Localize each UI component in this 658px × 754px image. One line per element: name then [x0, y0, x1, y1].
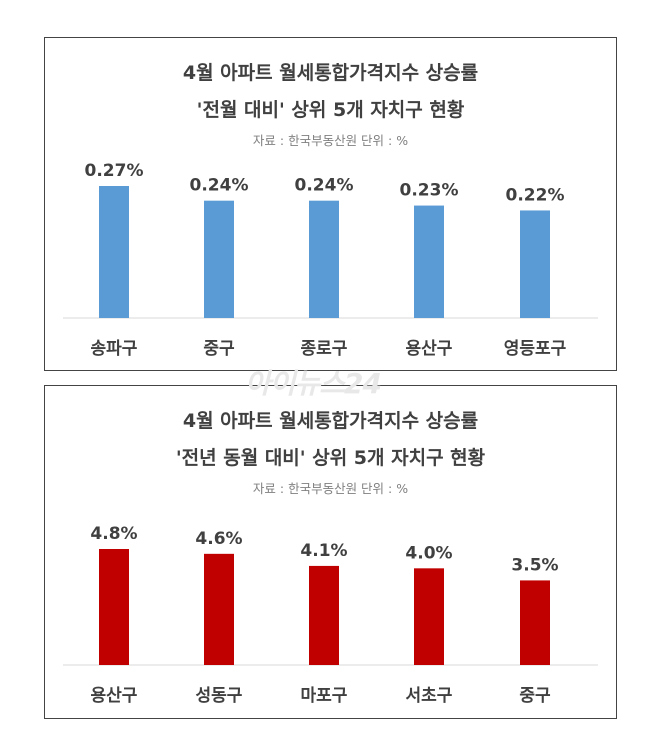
x-tick-label: 영등포구 — [504, 339, 567, 359]
x-tick-label: 중구 — [203, 339, 235, 359]
bar — [309, 200, 339, 318]
x-tick-label: 서초구 — [406, 686, 453, 706]
x-tick-label: 용산구 — [406, 339, 453, 359]
bar — [204, 200, 234, 318]
bar — [204, 553, 234, 665]
chart-source: 자료 : 한국부동산원 단위 : % — [252, 481, 409, 496]
data-label: 0.27% — [85, 161, 144, 181]
data-label: 0.22% — [506, 185, 565, 205]
bar — [99, 549, 129, 665]
data-label: 3.5% — [511, 555, 558, 575]
chart-panel-yearly: 4월 아파트 월세통합가격지수 상승률 '전년 동월 대비' 상위 5개 자치구… — [44, 385, 617, 719]
bar-chart-monthly: 0.27% 송파구 0.24% 중구 0.24% 종로구 0.23% 용산구 0.22% 영등포구 — [63, 161, 598, 359]
data-label: 4.1% — [300, 541, 347, 561]
bar — [520, 210, 550, 318]
chart-source: 자료 : 한국부동산원 단위 : % — [252, 133, 409, 148]
x-tick-label: 마포구 — [301, 686, 348, 706]
data-label: 0.23% — [400, 181, 459, 201]
bar — [414, 205, 444, 318]
x-tick-label: 용산구 — [91, 686, 138, 706]
bar-chart-yearly: 4.8% 용산구 4.6% 성동구 4.1% 마포구 4.0% 서초구 3.5% 중구 — [63, 524, 598, 706]
bar — [99, 186, 129, 318]
chart-title: 4월 아파트 월세통합가격지수 상승률 — [182, 62, 479, 84]
chart-panel-monthly: 4월 아파트 월세통합가격지수 상승률 '전월 대비' 상위 5개 자치구 현황… — [44, 37, 617, 371]
chart-subtitle: '전월 대비' 상위 5개 자치구 현황 — [196, 99, 465, 121]
x-tick-label: 송파구 — [91, 339, 138, 359]
bar — [520, 580, 550, 665]
data-label: 0.24% — [295, 176, 354, 196]
data-label: 4.0% — [405, 543, 452, 563]
data-label: 4.6% — [195, 529, 242, 549]
bar — [309, 565, 339, 665]
bar — [414, 568, 444, 665]
data-label: 4.8% — [90, 524, 137, 544]
watermark: 아이뉴스24 — [245, 367, 382, 400]
data-label: 0.24% — [190, 176, 249, 196]
chart-subtitle: '전년 동월 대비' 상위 5개 자치구 현황 — [175, 447, 486, 469]
x-tick-label: 종로구 — [301, 339, 348, 359]
x-tick-label: 중구 — [519, 686, 551, 706]
x-tick-label: 성동구 — [196, 686, 243, 706]
chart-title: 4월 아파트 월세통합가격지수 상승률 — [182, 410, 479, 432]
